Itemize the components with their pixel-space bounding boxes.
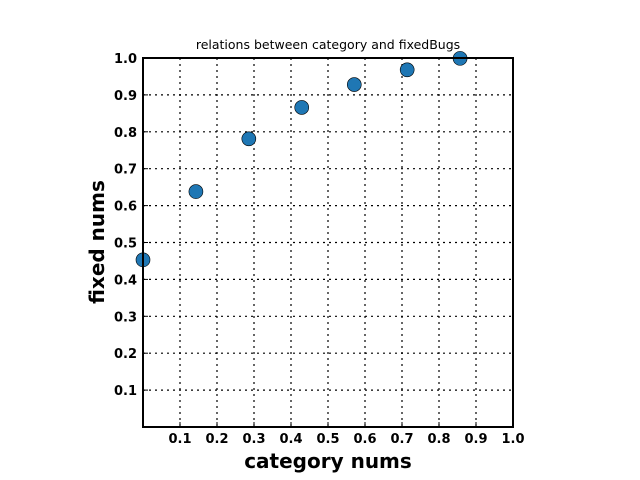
x-tick-label: 0.6 — [353, 432, 376, 447]
y-tick-label: 0.8 — [114, 126, 137, 141]
scatter-point — [294, 100, 310, 115]
y-tick-label: 0.6 — [114, 200, 137, 215]
y-tick-label: 0.9 — [114, 89, 137, 104]
x-tick-label: 0.1 — [168, 432, 191, 447]
x-tick-label: 0.3 — [242, 432, 265, 447]
x-tick-label: 0.5 — [316, 432, 339, 447]
y-tick-label: 0.3 — [114, 310, 137, 325]
x-tick-label: 0.2 — [205, 432, 228, 447]
grid — [143, 58, 513, 427]
y-tick-label: 0.4 — [114, 273, 137, 288]
data-points — [135, 51, 468, 268]
scatter-point — [346, 77, 362, 92]
x-tick-label: 0.9 — [464, 432, 487, 447]
chart-title: relations between category and fixedBugs — [196, 37, 460, 52]
x-tick-label: 0.4 — [279, 432, 302, 447]
x-axis-title: category nums — [244, 449, 412, 473]
scatter-point — [188, 184, 204, 199]
scatter-point — [241, 131, 257, 147]
scatter-point — [399, 62, 415, 78]
ticks: 0.1 0.2 0.3 0.4 0.5 0.6 0.7 0.8 0.9 1.0 0.1 0.2 0.3 0… — [114, 52, 525, 447]
y-tick-label: 0.2 — [114, 347, 137, 362]
y-tick-label: 0.7 — [114, 163, 137, 178]
y-tick-label: 1.0 — [114, 52, 137, 67]
y-axis-title: fixed nums — [85, 180, 109, 304]
x-tick-label: 1.0 — [501, 432, 524, 447]
plot-frame — [142, 57, 514, 428]
x-tick-label: 0.7 — [390, 432, 413, 447]
y-tick-label: 0.5 — [114, 237, 137, 252]
y-tick-label: 0.1 — [114, 384, 137, 399]
x-tick-label: 0.8 — [427, 432, 450, 447]
